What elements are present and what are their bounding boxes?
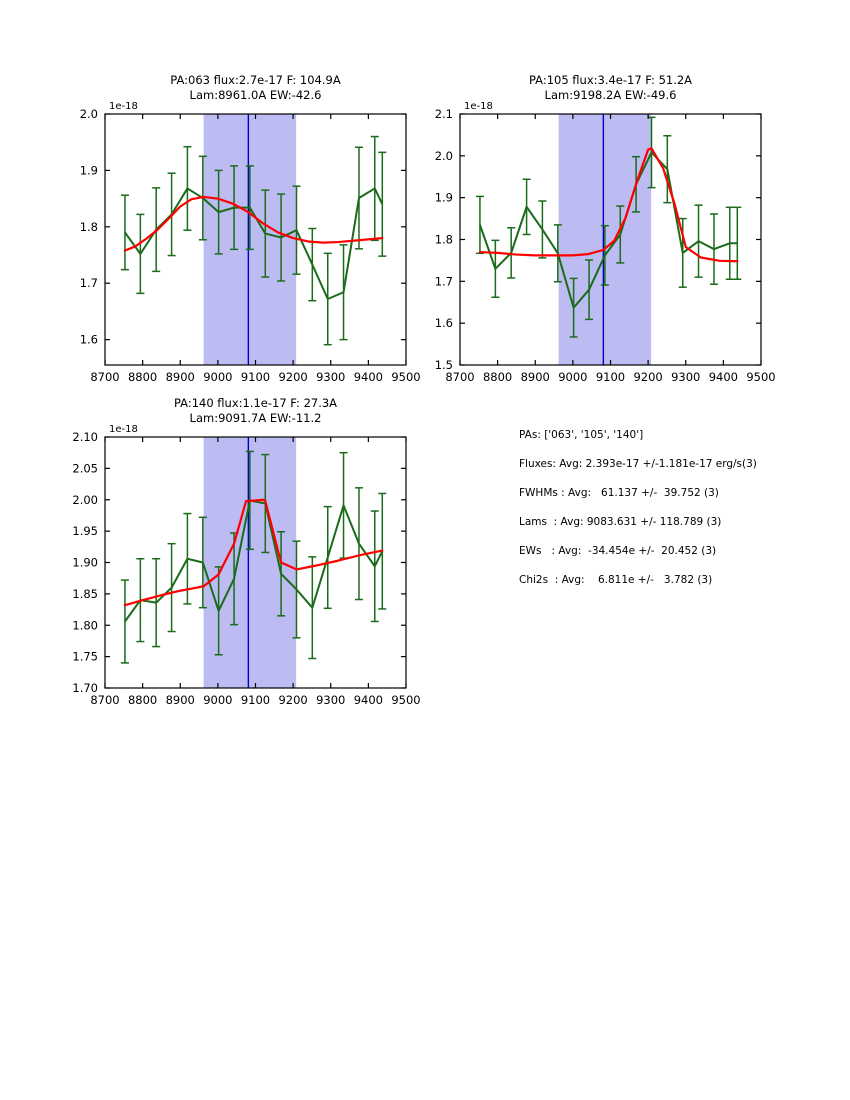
spectrum-data-line [124, 499, 384, 623]
chart-title-line2: Lam:8961.0A EW:-42.6 [190, 88, 322, 102]
x-tick-label: 9300 [316, 370, 345, 384]
y-tick-label: 2.05 [72, 461, 98, 475]
x-tick-label: 8900 [521, 370, 550, 384]
plot-area [120, 437, 387, 688]
y-tick-label: 1.6 [80, 333, 98, 347]
plot-area [120, 114, 387, 365]
y-tick-label: 1.5 [435, 358, 453, 372]
model-fit-line [478, 147, 739, 263]
axis-offset-label: 1e-18 [109, 424, 138, 435]
x-tick-label: 9100 [596, 370, 625, 384]
spectrum-data-line [478, 151, 738, 309]
y-tick-label: 1.9 [435, 191, 453, 205]
x-tick-label: 9300 [316, 693, 345, 707]
plot-panel-pa105: PA:105 flux:3.4e-17 F: 51.2A Lam:9198.2A … [355, 60, 776, 385]
model-fit-line [123, 195, 384, 252]
summary-row-lams: Lams : Avg: 9083.631 +/- 118.789 (3) [519, 516, 722, 528]
summary-row-pas: PAs: ['063', '105', '140'] [519, 429, 644, 441]
y-tick-label: 1.7 [80, 276, 98, 290]
chart-pa063: PA:063 flux:2.7e-17 F: 104.9ALam:8961.0A… [80, 73, 421, 384]
y-tick-label: 2.0 [80, 107, 98, 121]
x-tick-label: 8700 [90, 693, 119, 707]
y-tick-label: 2.0 [435, 149, 453, 163]
y-tick-label: 1.95 [72, 524, 98, 538]
chart-pa105: PA:105 flux:3.4e-17 F: 51.2ALam:9198.2A … [435, 73, 776, 384]
y-tick-label: 2.10 [72, 430, 98, 444]
x-tick-label: 8700 [90, 370, 119, 384]
chart-pa140: PA:140 flux:1.1e-17 F: 27.3ALam:9091.7A … [72, 396, 420, 707]
x-tick-label: 9500 [746, 370, 775, 384]
x-tick-label: 8900 [166, 693, 195, 707]
x-tick-label: 9400 [354, 370, 383, 384]
y-tick-label: 2.00 [72, 493, 98, 507]
axis-offset-label: 1e-18 [464, 101, 493, 112]
y-tick-label: 1.90 [72, 556, 98, 570]
chart-title-line2: Lam:9091.7A EW:-11.2 [190, 411, 322, 425]
x-tick-label: 9000 [203, 693, 232, 707]
plot-area [475, 114, 742, 365]
x-tick-label: 9000 [203, 370, 232, 384]
x-tick-label: 9200 [278, 693, 307, 707]
x-tick-label: 9500 [391, 370, 420, 384]
x-tick-label: 8900 [166, 370, 195, 384]
chart-title-line1: PA:140 flux:1.1e-17 F: 27.3A [174, 396, 337, 410]
y-tick-label: 1.7 [435, 274, 453, 288]
chart-title-line1: PA:105 flux:3.4e-17 F: 51.2A [529, 73, 692, 87]
x-tick-label: 9500 [391, 693, 420, 707]
summary-row-chi2s: Chi2s : Avg: 6.811e +/- 3.782 (3) [519, 574, 713, 586]
x-tick-label: 8800 [128, 370, 157, 384]
x-tick-label: 9100 [241, 693, 270, 707]
x-tick-label: 9400 [354, 693, 383, 707]
x-tick-label: 8800 [483, 370, 512, 384]
x-tick-label: 9000 [558, 370, 587, 384]
summary-row-fwhms: FWHMs : Avg: 61.137 +/- 39.752 (3) [519, 487, 719, 499]
x-tick-label: 9400 [709, 370, 738, 384]
plot-panel-pa140: PA:140 flux:1.1e-17 F: 27.3A Lam:9091.7A … [0, 383, 420, 708]
x-tick-label: 9200 [633, 370, 662, 384]
y-tick-label: 1.70 [72, 681, 98, 695]
x-tick-label: 9100 [241, 370, 270, 384]
chart-title-line2: Lam:9198.2A EW:-49.6 [545, 88, 677, 102]
axis-offset-label: 1e-18 [109, 101, 138, 112]
summary-row-fluxes: Fluxes: Avg: 2.393e-17 +/-1.181e-17 erg/… [519, 458, 757, 470]
summary-text-block: PAs: ['063', '105', '140'] Fluxes: Avg: … [519, 430, 829, 604]
x-tick-label: 8700 [445, 370, 474, 384]
x-tick-label: 9300 [671, 370, 700, 384]
y-tick-label: 1.85 [72, 587, 98, 601]
y-tick-label: 1.80 [72, 618, 98, 632]
y-tick-label: 1.8 [435, 233, 453, 247]
summary-row-ews: EWs : Avg: -34.454e +/- 20.452 (3) [519, 545, 717, 557]
x-tick-label: 8800 [128, 693, 157, 707]
y-tick-label: 2.1 [435, 107, 453, 121]
x-tick-label: 9200 [278, 370, 307, 384]
chart-title-line1: PA:063 flux:2.7e-17 F: 104.9A [170, 73, 341, 87]
y-tick-label: 1.9 [80, 163, 98, 177]
model-fit-line [123, 498, 384, 607]
y-tick-label: 1.75 [72, 650, 98, 664]
plot-panel-pa063: PA:063 flux:2.7e-17 F: 104.9A Lam:8961.0A… [0, 60, 421, 385]
y-tick-label: 1.8 [80, 220, 98, 234]
y-tick-label: 1.6 [435, 316, 453, 330]
